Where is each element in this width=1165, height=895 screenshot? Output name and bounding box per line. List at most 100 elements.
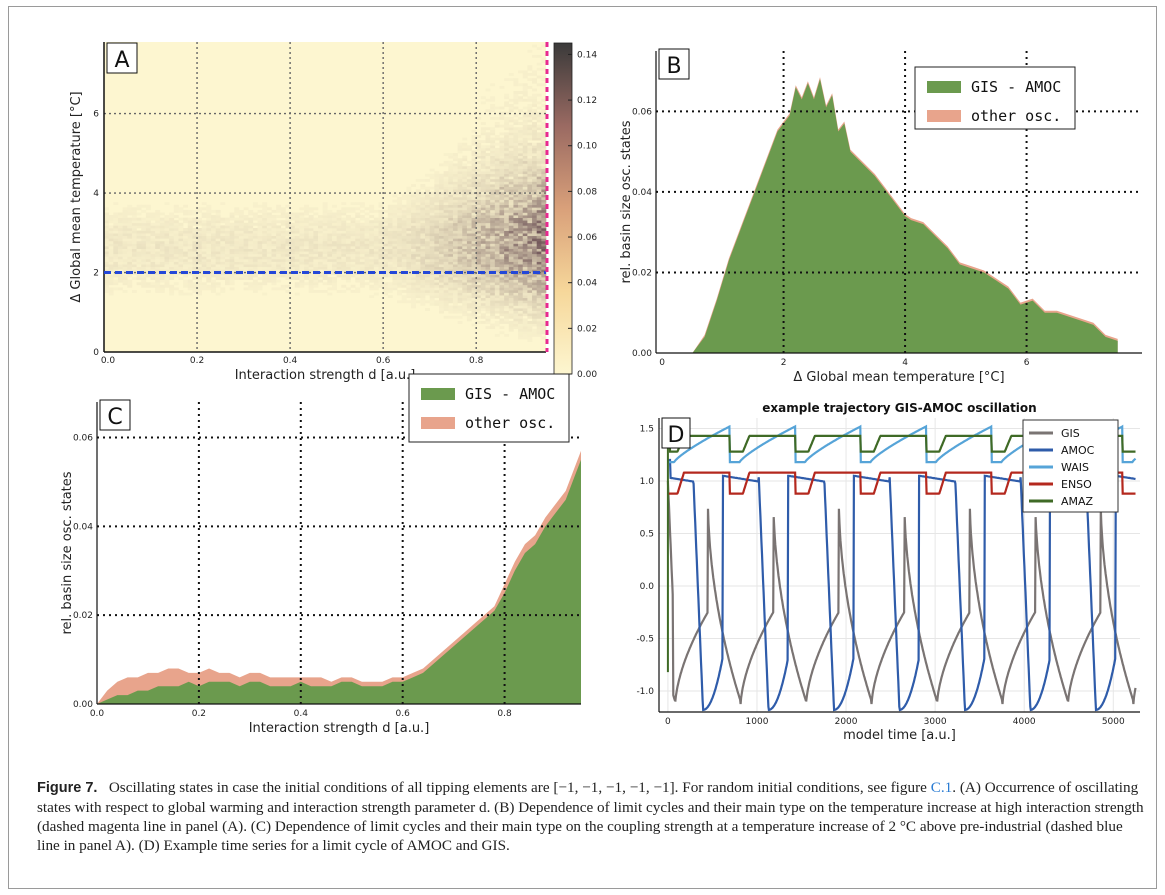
heat-cell <box>411 305 417 309</box>
heat-cell <box>532 122 537 125</box>
heat-cell <box>197 207 203 211</box>
heat-cell <box>466 246 472 249</box>
heat-cell <box>108 230 114 234</box>
heat-cell <box>224 269 230 273</box>
heat-cell <box>471 266 477 270</box>
heat-cell <box>104 220 109 224</box>
heat-cell <box>127 212 133 216</box>
heat-cell <box>499 132 505 136</box>
heat-cell <box>480 122 486 125</box>
heat-cell <box>457 297 463 301</box>
heat-cell <box>448 277 454 280</box>
heat-cell <box>122 235 128 239</box>
heat-cell <box>462 163 468 167</box>
heat-cell <box>387 238 393 242</box>
heat-cell <box>215 264 221 268</box>
heat-cell <box>327 279 333 283</box>
heat-cell <box>373 238 379 242</box>
heat-cell <box>299 269 305 273</box>
heat-cell <box>541 145 547 149</box>
heat-cell <box>262 259 268 262</box>
heat-cell <box>452 225 458 229</box>
heat-cell <box>420 186 426 190</box>
heat-cell <box>471 315 477 319</box>
heat-cell <box>499 246 505 249</box>
heat-cell <box>411 277 417 280</box>
heat-cell <box>206 235 212 239</box>
heat-cell <box>201 266 207 270</box>
heat-cell <box>355 212 361 216</box>
heat-cell <box>471 287 477 291</box>
heat-cell <box>466 290 472 293</box>
heat-cell <box>331 222 337 226</box>
heat-cell <box>448 284 454 288</box>
heat-cell <box>359 238 365 242</box>
heat-cell <box>438 308 444 311</box>
heat-cell <box>518 277 524 280</box>
heat-cell <box>197 235 203 239</box>
heat-cell <box>117 261 123 265</box>
heat-cell <box>192 290 198 293</box>
heat-cell <box>136 240 142 244</box>
heat-cell <box>420 251 426 255</box>
heat-cell <box>211 222 216 226</box>
heat-cell <box>183 233 189 237</box>
heat-cell <box>532 186 537 190</box>
heat-cell <box>541 222 547 226</box>
caption-link-c1[interactable]: C.1 <box>930 779 953 796</box>
heat-cell <box>406 256 412 260</box>
y-tick: 0.04 <box>73 522 93 532</box>
heat-cell <box>197 277 203 280</box>
heat-cell <box>169 228 175 231</box>
heat-cell <box>336 233 342 237</box>
heat-cell <box>518 178 524 182</box>
heat-cell <box>536 313 542 317</box>
heat-cell <box>262 274 268 278</box>
heat-cell <box>206 248 212 252</box>
heat-cell <box>425 178 430 182</box>
heat-cell <box>392 222 398 226</box>
heat-cell <box>378 256 384 260</box>
heat-cell <box>169 261 175 265</box>
heat-cell <box>415 199 421 203</box>
heat-cell <box>192 230 198 234</box>
heat-cell <box>313 284 319 288</box>
heat-cell <box>294 222 300 226</box>
heat-cell <box>359 202 365 206</box>
heat-cell <box>522 140 528 144</box>
heat-cell <box>313 233 319 237</box>
heat-cell <box>350 243 356 247</box>
heat-cell <box>262 235 268 239</box>
heat-cell <box>350 259 356 262</box>
heat-cell <box>304 251 310 255</box>
heat-cell <box>425 240 430 244</box>
heat-cell <box>401 212 407 216</box>
heat-cell <box>262 212 268 216</box>
heat-cell <box>220 220 226 224</box>
heat-cell <box>392 194 398 198</box>
heat-cell <box>541 202 547 206</box>
heat-cell <box>452 212 458 216</box>
heat-cell <box>104 259 109 262</box>
heat-cell <box>443 297 449 301</box>
heat-cell <box>313 282 319 286</box>
heat-cell <box>285 212 291 216</box>
heat-cell <box>173 256 179 260</box>
heat-cell <box>504 308 510 311</box>
heat-cell <box>197 222 203 226</box>
heat-cell <box>266 235 272 239</box>
heat-cell <box>206 220 212 224</box>
heat-cell <box>457 259 463 262</box>
heat-cell <box>322 256 328 260</box>
heat-cell <box>178 248 184 252</box>
heat-cell <box>532 220 537 224</box>
heat-cell <box>276 220 282 224</box>
heat-cell <box>527 96 533 100</box>
heat-cell <box>490 277 496 280</box>
heat-cell <box>448 176 454 180</box>
heat-cell <box>238 209 244 213</box>
heat-cell <box>513 274 519 278</box>
heat-cell <box>462 194 468 198</box>
heat-cell <box>518 331 524 335</box>
heat-cell <box>532 310 537 314</box>
